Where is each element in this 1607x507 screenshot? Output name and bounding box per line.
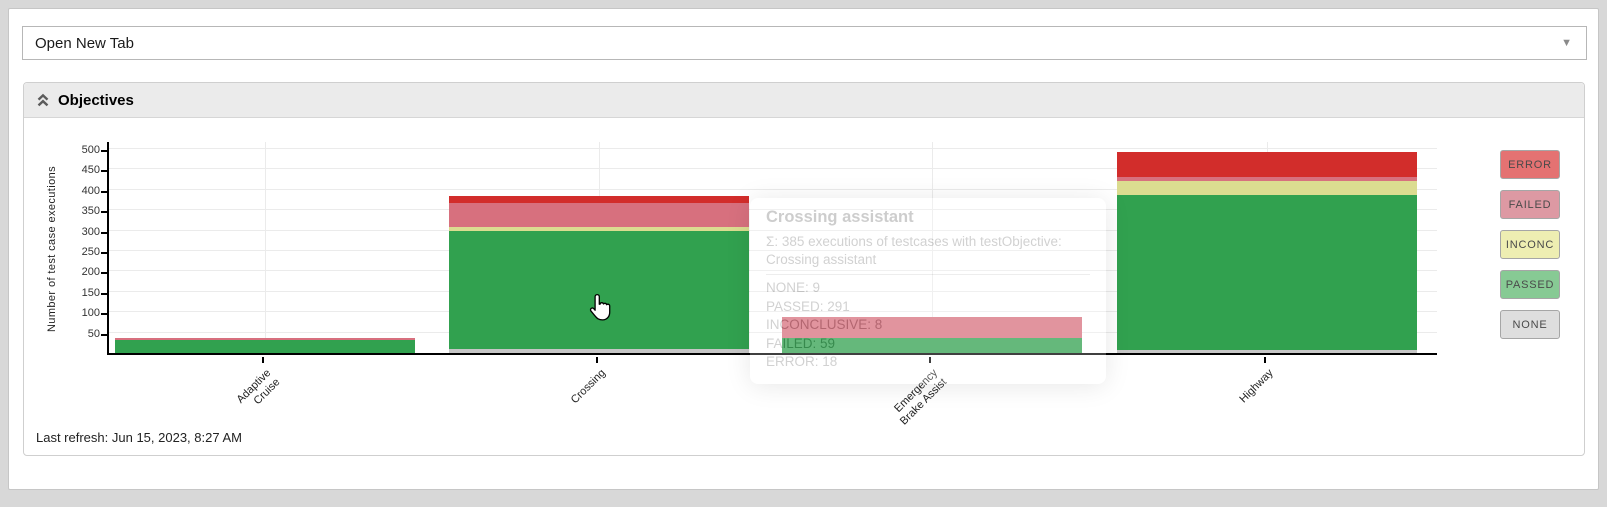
gridline-h-500 — [109, 147, 1437, 149]
x-axis-label-emergency-brake-assist: Emergency Brake Assist — [892, 367, 950, 428]
y-tick-label-50: 50 — [87, 327, 100, 340]
dropdown-selected-value: Open New Tab — [35, 34, 134, 52]
x-tick-mark-highway — [1264, 357, 1266, 363]
y-tick-mark-450 — [101, 170, 107, 173]
y-tick-mark-150 — [101, 292, 107, 295]
bar-segment-inconc-highway[interactable] — [1117, 181, 1417, 195]
x-tick-mark-emergency-brake-assist — [929, 357, 931, 363]
objectives-panel-body: Number of test case executions 50 100 150 2… — [24, 118, 1584, 455]
x-axis-label-crossing: Crossing — [568, 367, 608, 407]
plot-area — [107, 142, 1437, 355]
bar-segment-passed-crossing[interactable] — [449, 230, 749, 350]
x-tick-mark-adaptive-cruise — [262, 357, 264, 363]
gridline-h-300 — [109, 229, 1437, 231]
bar-segment-error-crossing[interactable] — [449, 195, 749, 204]
bar-segment-passed-adaptive-cruise[interactable] — [115, 339, 415, 353]
y-tick-label-150: 150 — [81, 286, 100, 299]
last-refresh-text: Last refresh: Jun 15, 2023, 8:27 AM — [36, 430, 242, 445]
y-tick-label-250: 250 — [81, 245, 100, 258]
bar-segment-failed-adaptive-cruise[interactable] — [115, 338, 415, 340]
y-tick-label-500: 500 — [81, 143, 100, 156]
gridline-h-350 — [109, 209, 1437, 211]
bar-segment-inconc-crossing[interactable] — [449, 227, 749, 231]
y-tick-mark-300 — [101, 231, 107, 234]
y-tick-mark-250 — [101, 251, 107, 254]
open-new-tab-dropdown[interactable]: Open New Tab ▼ — [22, 26, 1587, 60]
bar-segment-passed-emergency-brake-assist[interactable] — [782, 337, 1082, 353]
gridline-h-450 — [109, 168, 1437, 170]
legend-button-passed[interactable]: PASSED — [1500, 270, 1560, 299]
x-axis-label-highway: Highway — [1237, 367, 1276, 406]
objectives-panel: Objectives Number of test case execution… — [23, 82, 1585, 456]
bar-segment-none-crossing[interactable] — [449, 349, 749, 353]
y-tick-label-100: 100 — [81, 307, 100, 320]
y-tick-mark-400 — [101, 190, 107, 193]
gridline-h-100 — [109, 311, 1437, 313]
y-tick-mark-500 — [101, 149, 107, 152]
bar-segment-failed-emergency-brake-assist[interactable] — [782, 317, 1082, 338]
gridline-h-150 — [109, 290, 1437, 292]
y-tick-mark-50 — [101, 333, 107, 336]
legend-button-inconc[interactable]: INCONC — [1500, 230, 1560, 259]
y-tick-label-200: 200 — [81, 266, 100, 279]
objectives-panel-header[interactable]: Objectives — [24, 83, 1584, 118]
y-tick-label-450: 450 — [81, 164, 100, 177]
legend-button-error[interactable]: ERROR — [1500, 150, 1560, 179]
bar-segment-failed-highway[interactable] — [1117, 177, 1417, 182]
x-tick-mark-crossing — [596, 357, 598, 363]
bar-segment-none-highway[interactable] — [1117, 349, 1417, 353]
gridline-v-3 — [932, 142, 933, 353]
bar-segment-failed-crossing[interactable] — [449, 203, 749, 228]
y-tick-mark-100 — [101, 313, 107, 316]
legend-button-none[interactable]: NONE — [1500, 310, 1560, 339]
y-tick-label-300: 300 — [81, 225, 100, 238]
chart-legend: ERROR FAILED INCONC PASSED NONE — [1500, 150, 1560, 339]
gridline-h-200 — [109, 270, 1437, 272]
panel-title: Objectives — [58, 91, 134, 109]
gridline-v-1 — [265, 142, 266, 353]
gridline-h-250 — [109, 250, 1437, 251]
y-tick-label-350: 350 — [81, 205, 100, 218]
main-card: Open New Tab ▼ Objectives Number of test… — [8, 8, 1599, 490]
y-tick-mark-350 — [101, 211, 107, 214]
chevron-down-icon: ▼ — [1561, 37, 1572, 49]
y-tick-mark-200 — [101, 272, 107, 275]
bar-segment-passed-highway[interactable] — [1117, 194, 1417, 350]
collapse-panel-icon[interactable] — [36, 93, 50, 108]
x-axis-label-adaptive-cruise: Adaptive Cruise — [234, 367, 283, 408]
gridline-h-400 — [109, 188, 1437, 190]
stacked-bar-chart: Number of test case executions 50 100 150 2… — [24, 118, 1584, 455]
gridline-h-50 — [109, 331, 1437, 333]
legend-button-failed[interactable]: FAILED — [1500, 190, 1560, 219]
bar-segment-error-highway[interactable] — [1117, 152, 1417, 178]
y-tick-label-400: 400 — [81, 184, 100, 197]
